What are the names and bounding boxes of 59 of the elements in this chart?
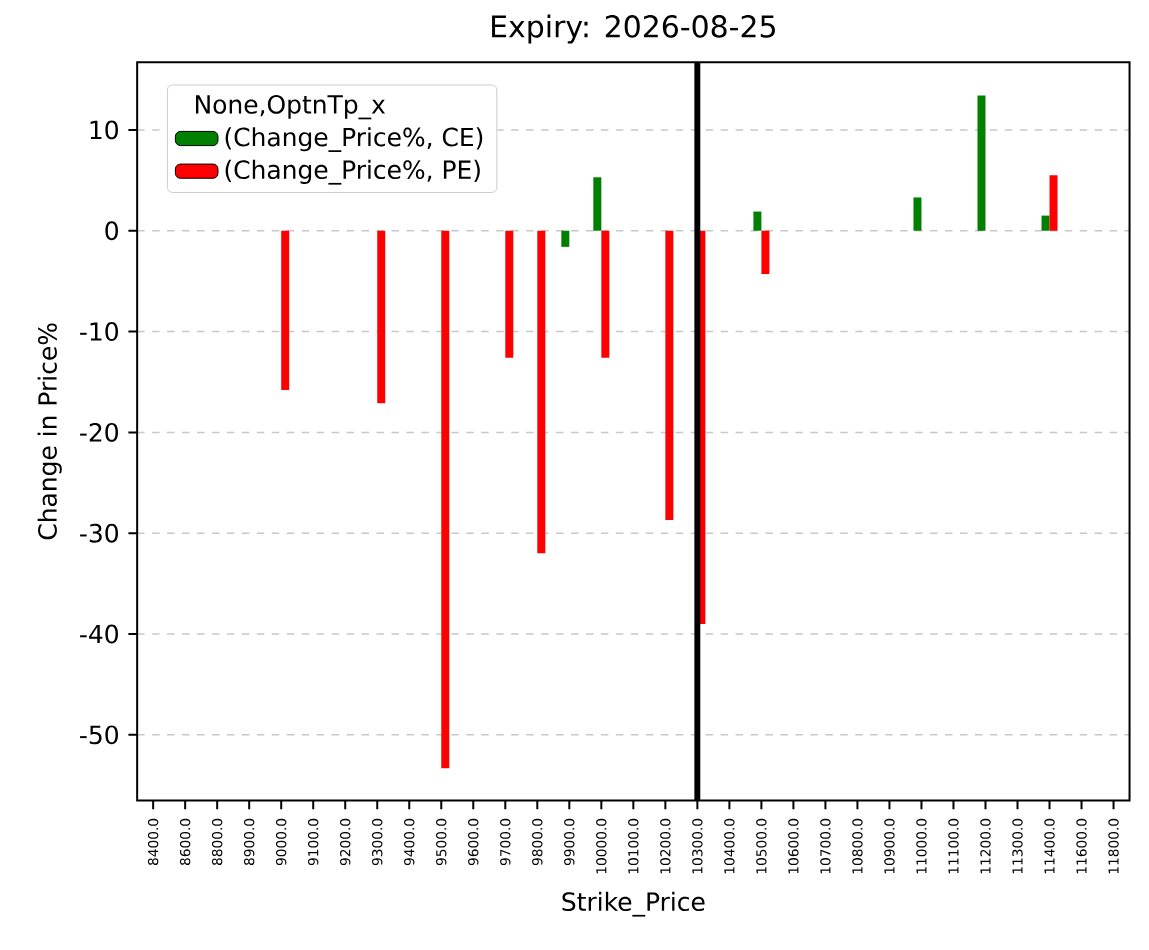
- x-tick-label: 11800.0: [1108, 818, 1119, 874]
- x-tick-label: 10700.0: [820, 818, 831, 874]
- x-tick-label: 9500.0: [436, 818, 447, 866]
- x-tick-label: 8400.0: [147, 818, 159, 865]
- bar: [601, 230, 610, 358]
- bar: [377, 230, 386, 404]
- y-tick-label: 10: [90, 120, 118, 140]
- x-tick-label: 8600.0: [179, 818, 191, 865]
- legend-label: (Change_Price%, PE): [225, 159, 480, 185]
- x-tick-label: 9100.0: [308, 818, 319, 866]
- x-tick-label: 11100.0: [948, 818, 959, 874]
- y-tick-label: -40: [80, 624, 118, 644]
- bar: [977, 95, 986, 231]
- bar: [505, 230, 514, 358]
- y-tick-label: -10: [80, 322, 118, 341]
- y-tick-label: -50: [80, 725, 118, 745]
- bar: [1049, 175, 1058, 231]
- bar: [593, 177, 602, 231]
- x-tick-label: 9400.0: [404, 818, 415, 866]
- chart-title: Expiry: 2026-08-25: [492, 14, 775, 44]
- bar: [1041, 215, 1050, 231]
- x-tick-label: 10400.0: [724, 818, 735, 874]
- x-tick-label: 10500.0: [756, 818, 767, 874]
- x-tick-label: 11600.0: [1076, 818, 1087, 874]
- x-tick-label: 9800.0: [532, 818, 543, 866]
- x-tick-label: 11400.0: [1044, 818, 1055, 874]
- y-tick-label: -30: [80, 523, 118, 543]
- bar: [665, 230, 674, 521]
- x-tick-label: 10200.0: [660, 818, 671, 874]
- bar: [913, 197, 922, 231]
- bar: [537, 230, 546, 554]
- x-tick-label: 11000.0: [916, 818, 927, 874]
- x-tick-label: 9600.0: [468, 818, 479, 866]
- bar: [561, 230, 570, 247]
- x-tick-label: 8800.0: [211, 818, 223, 865]
- bar: [441, 230, 450, 769]
- x-tick-label: 9300.0: [372, 818, 383, 866]
- x-tick-label: 11200.0: [980, 818, 991, 874]
- bar: [281, 230, 290, 391]
- y-axis-title: Change in Price%: [37, 323, 62, 540]
- x-tick-label: 9000.0: [275, 818, 287, 866]
- x-tick-label: 10000.0: [596, 818, 607, 874]
- x-tick-label: 10800.0: [852, 818, 863, 874]
- x-tick-label: 9900.0: [564, 818, 575, 866]
- x-tick-label: 9700.0: [500, 818, 511, 866]
- y-tick-label: 0: [105, 221, 118, 241]
- y-tick-label: -20: [80, 422, 118, 442]
- x-tick-label: 10900.0: [884, 818, 895, 874]
- x-axis-title: Strike_Price: [562, 891, 705, 917]
- x-tick-label: 9200.0: [340, 818, 351, 866]
- x-tick-label: 11300.0: [1012, 818, 1023, 874]
- x-tick-label: 8900.0: [243, 818, 255, 865]
- x-tick-label: 10600.0: [788, 818, 799, 874]
- bar: [761, 230, 770, 275]
- bar: [753, 211, 762, 231]
- x-tick-label: 10100.0: [628, 818, 639, 874]
- legend-label: (Change_Price%, CE): [225, 127, 483, 152]
- x-tick-label: 10300.0: [692, 818, 703, 874]
- legend-title: None,OptnTp_x: [195, 94, 386, 120]
